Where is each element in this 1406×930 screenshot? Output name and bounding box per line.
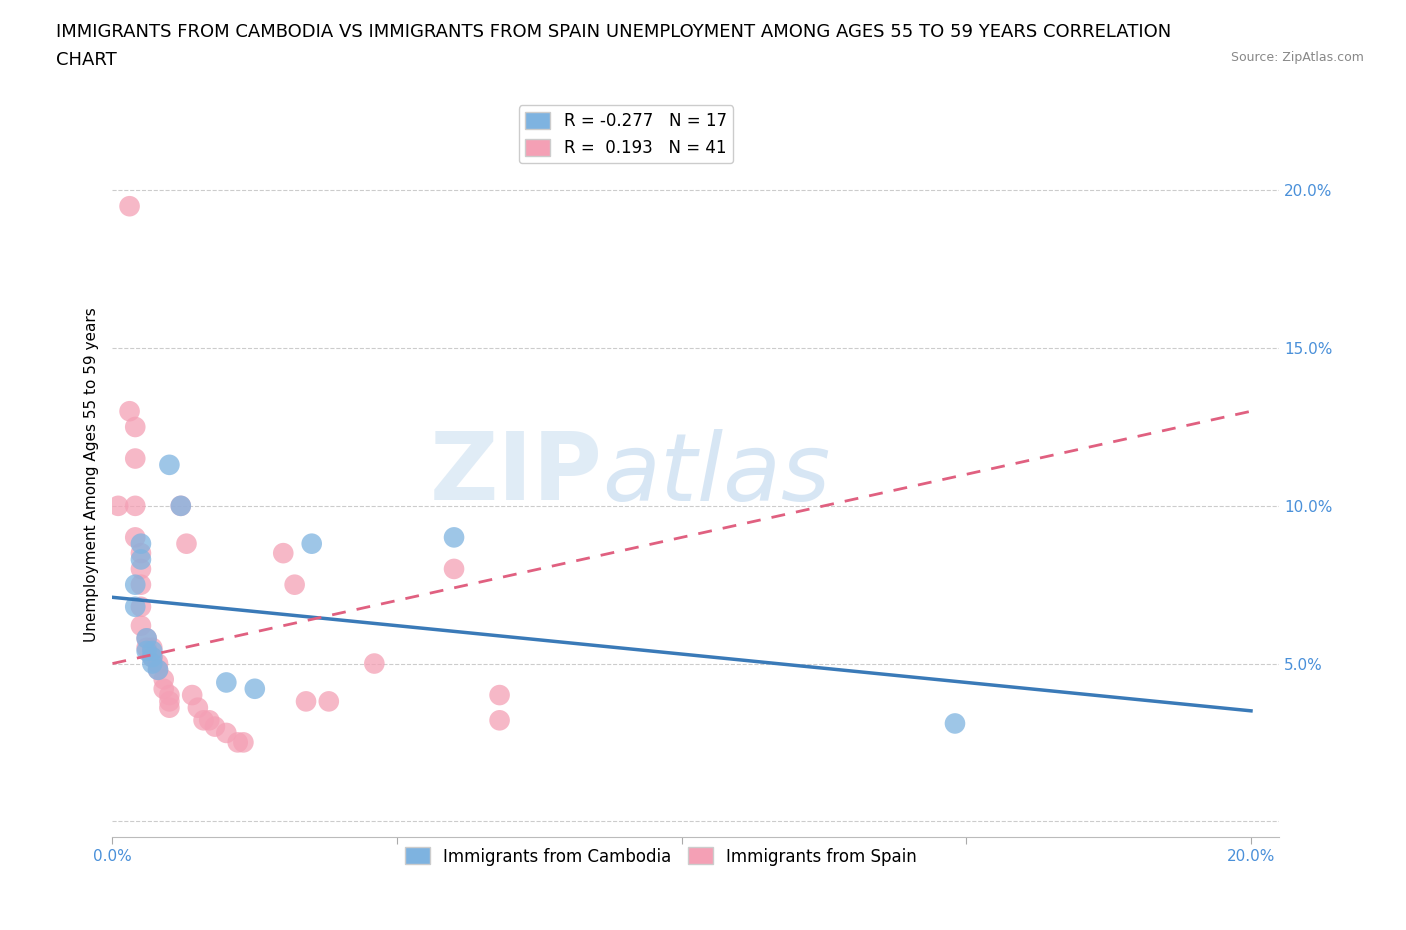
Point xyxy=(170,498,193,513)
Point xyxy=(146,662,169,677)
Text: ZIP: ZIP xyxy=(430,429,603,520)
Point xyxy=(271,546,294,561)
Point xyxy=(135,631,157,645)
Point xyxy=(124,419,146,434)
Point xyxy=(118,199,141,214)
Point xyxy=(141,656,163,671)
Point xyxy=(129,546,152,561)
Point xyxy=(232,735,254,750)
Point xyxy=(146,662,169,677)
Point xyxy=(107,498,129,513)
Point xyxy=(157,700,180,715)
Point xyxy=(318,694,340,709)
Point xyxy=(129,599,152,614)
Point xyxy=(215,725,238,740)
Text: IMMIGRANTS FROM CAMBODIA VS IMMIGRANTS FROM SPAIN UNEMPLOYMENT AMONG AGES 55 TO : IMMIGRANTS FROM CAMBODIA VS IMMIGRANTS F… xyxy=(56,23,1171,41)
Point xyxy=(284,578,307,592)
Point xyxy=(443,530,465,545)
Point xyxy=(141,644,163,658)
Point xyxy=(943,716,966,731)
Point xyxy=(193,713,215,728)
Point xyxy=(170,498,193,513)
Legend: Immigrants from Cambodia, Immigrants from Spain: Immigrants from Cambodia, Immigrants fro… xyxy=(398,841,924,872)
Point xyxy=(176,537,198,551)
Point xyxy=(129,562,152,577)
Point xyxy=(204,719,226,734)
Point xyxy=(124,578,146,592)
Point xyxy=(135,641,157,656)
Point xyxy=(135,631,157,645)
Point xyxy=(124,451,146,466)
Point xyxy=(157,458,180,472)
Y-axis label: Unemployment Among Ages 55 to 59 years: Unemployment Among Ages 55 to 59 years xyxy=(83,307,98,642)
Point xyxy=(124,530,146,545)
Point xyxy=(443,562,465,577)
Point xyxy=(363,656,385,671)
Point xyxy=(488,687,510,702)
Point xyxy=(129,537,152,551)
Point xyxy=(124,498,146,513)
Point xyxy=(129,618,152,633)
Point xyxy=(152,682,174,697)
Point xyxy=(243,682,266,697)
Point xyxy=(118,404,141,418)
Point xyxy=(187,700,209,715)
Text: CHART: CHART xyxy=(56,51,117,69)
Point xyxy=(124,599,146,614)
Point xyxy=(141,650,163,665)
Point xyxy=(295,694,318,709)
Point xyxy=(141,650,163,665)
Text: Source: ZipAtlas.com: Source: ZipAtlas.com xyxy=(1230,51,1364,64)
Point xyxy=(157,687,180,702)
Point xyxy=(146,656,169,671)
Text: atlas: atlas xyxy=(603,429,831,520)
Point xyxy=(215,675,238,690)
Point xyxy=(129,552,152,567)
Point xyxy=(141,641,163,656)
Point xyxy=(157,694,180,709)
Point xyxy=(301,537,323,551)
Point xyxy=(129,578,152,592)
Point xyxy=(152,671,174,686)
Point xyxy=(181,687,204,702)
Point xyxy=(135,644,157,658)
Point xyxy=(226,735,249,750)
Point xyxy=(198,713,221,728)
Point xyxy=(488,713,510,728)
